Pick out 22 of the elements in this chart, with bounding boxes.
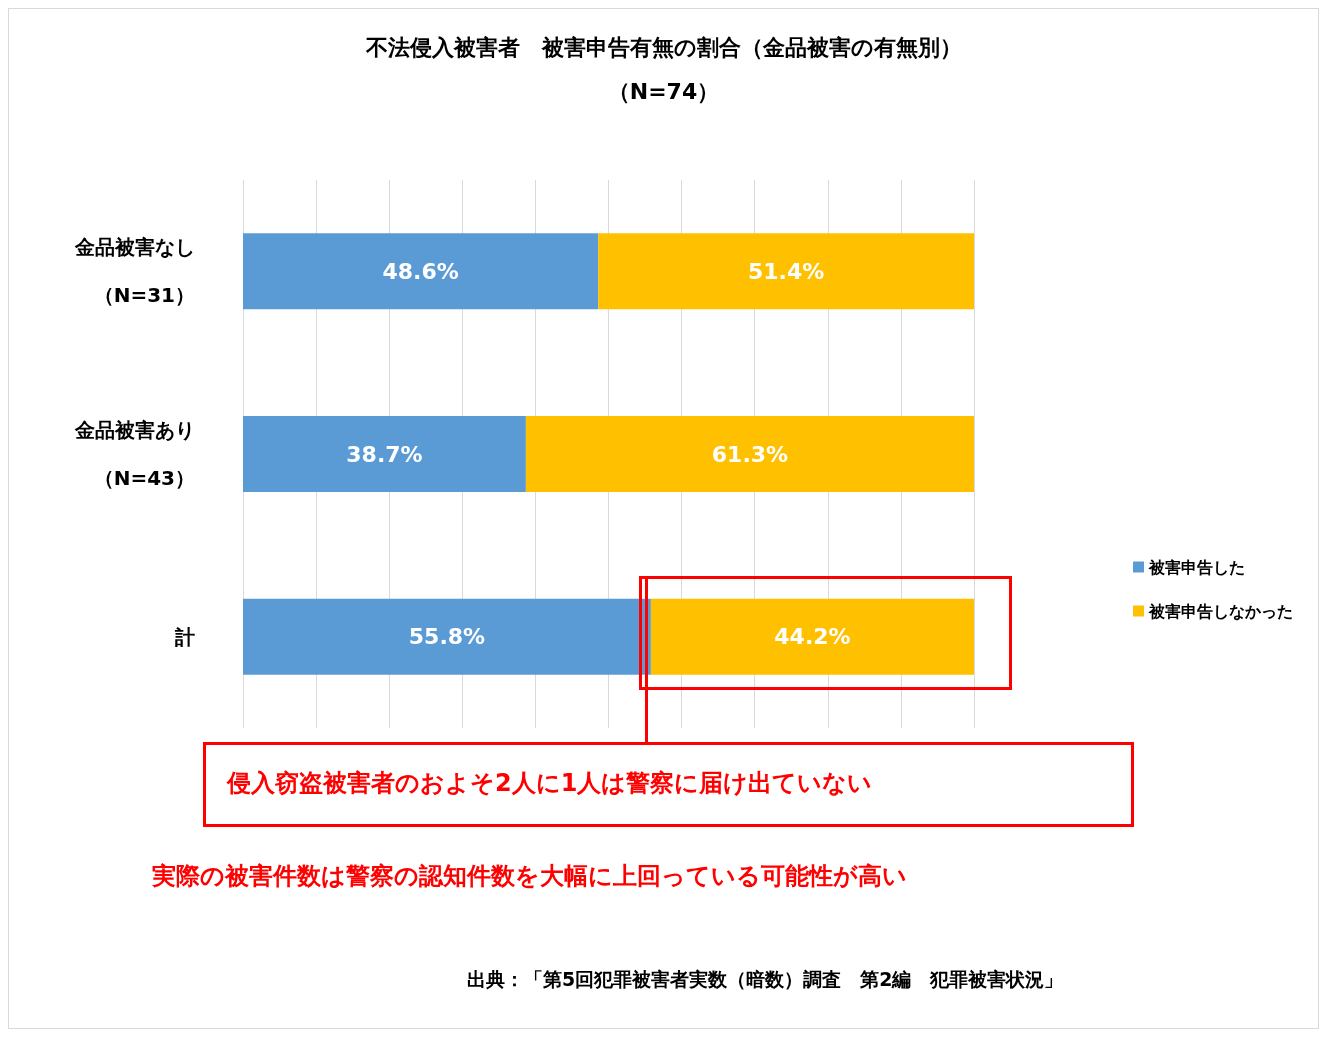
legend-label: 被害申告した xyxy=(1148,557,1245,577)
data-label: 48.6% xyxy=(382,258,459,284)
bar xyxy=(243,416,526,492)
y-tick-label: 計 xyxy=(174,624,195,649)
source-note: 出典：「第5回犯罪被害者実数（暗数）調査 第2編 犯罪被害状況」 xyxy=(467,967,1064,990)
data-label: 44.2% xyxy=(774,624,851,650)
legend-label: 被害申告しなかった xyxy=(1148,601,1293,621)
data-label: 61.3% xyxy=(711,441,789,467)
text: 侵入窃盗被害者のおよそ2人に1人は警察に届け出ていない xyxy=(226,769,873,797)
category-label: 金品被害なし（N=31） xyxy=(75,235,195,308)
chart-title: 不法侵入被害者 被害申告有無の割合（金品被害の有無別） xyxy=(364,34,962,60)
bar xyxy=(650,598,974,675)
bar xyxy=(525,416,974,492)
category-label: 金品被害あり（N=43） xyxy=(75,418,195,490)
data-label: 55.8% xyxy=(408,624,486,650)
bar xyxy=(598,233,974,310)
data-label: 38.7% xyxy=(346,441,423,467)
bar xyxy=(243,598,651,675)
text: 実際の被害件数は警察の認知件数を大幅に上回っている可能性が高い xyxy=(151,862,907,890)
data-label: 51.4% xyxy=(747,258,825,284)
bar xyxy=(243,233,599,310)
chart-subtitle: （N=74） xyxy=(607,78,720,104)
